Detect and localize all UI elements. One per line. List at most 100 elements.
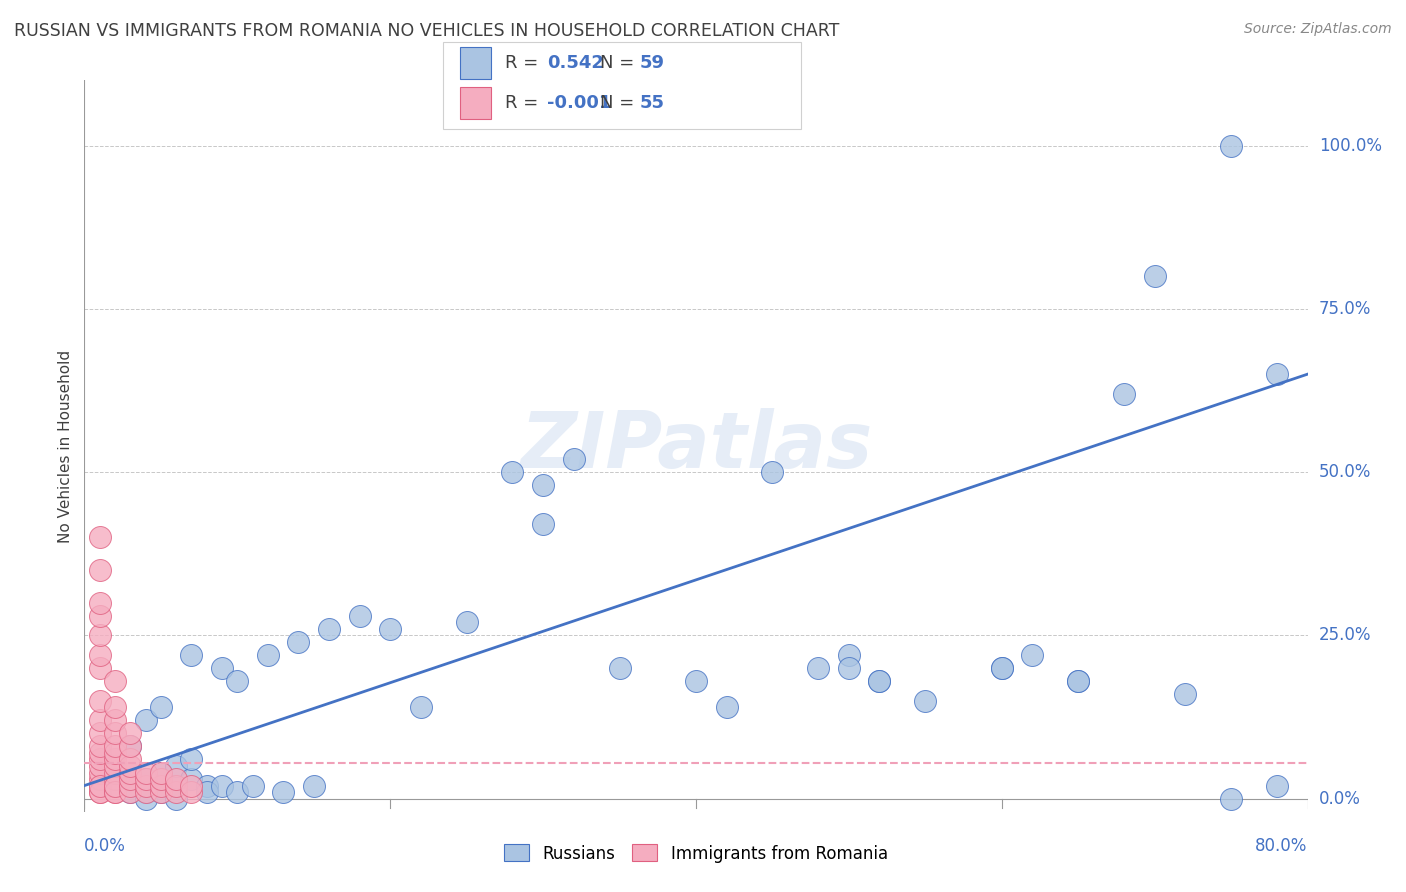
- Point: [104, 779, 127, 793]
- Point: [104, 752, 127, 766]
- Text: N =: N =: [600, 54, 640, 71]
- Point: [257, 648, 280, 662]
- Point: [914, 694, 936, 708]
- Text: 0.0%: 0.0%: [1319, 789, 1361, 807]
- Point: [89, 765, 111, 780]
- Point: [104, 765, 127, 780]
- Point: [318, 622, 340, 636]
- Text: 25.0%: 25.0%: [1319, 626, 1371, 644]
- Point: [165, 772, 187, 786]
- Point: [104, 700, 127, 714]
- Point: [120, 759, 142, 773]
- Point: [1220, 138, 1243, 153]
- Point: [165, 779, 187, 793]
- Point: [135, 779, 157, 793]
- Point: [135, 772, 157, 786]
- Point: [89, 628, 111, 642]
- Point: [89, 714, 111, 728]
- Point: [685, 674, 707, 689]
- Point: [89, 759, 111, 773]
- Point: [838, 648, 860, 662]
- Point: [104, 779, 127, 793]
- Point: [104, 714, 127, 728]
- Point: [1021, 648, 1043, 662]
- Point: [195, 785, 218, 799]
- Point: [120, 785, 142, 799]
- Point: [869, 674, 891, 689]
- Point: [89, 739, 111, 754]
- Point: [838, 661, 860, 675]
- Point: [165, 785, 187, 799]
- Point: [120, 772, 142, 786]
- Point: [226, 785, 249, 799]
- Point: [89, 661, 111, 675]
- Text: ZIPatlas: ZIPatlas: [520, 408, 872, 484]
- Point: [562, 452, 585, 467]
- Point: [135, 765, 157, 780]
- Point: [104, 772, 127, 786]
- Point: [1114, 386, 1136, 401]
- Point: [135, 772, 157, 786]
- Point: [1265, 779, 1288, 793]
- Text: 59: 59: [640, 54, 665, 71]
- Point: [89, 772, 111, 786]
- Point: [120, 779, 142, 793]
- Point: [104, 726, 127, 740]
- Text: 55: 55: [640, 94, 665, 112]
- Point: [242, 779, 264, 793]
- Point: [1143, 269, 1166, 284]
- Text: 100.0%: 100.0%: [1319, 136, 1382, 154]
- Point: [271, 785, 294, 799]
- Point: [120, 785, 142, 799]
- Point: [1220, 791, 1243, 805]
- Point: [104, 746, 127, 760]
- Point: [135, 791, 157, 805]
- Point: [1067, 674, 1090, 689]
- Point: [120, 739, 142, 754]
- Point: [104, 785, 127, 799]
- Point: [89, 563, 111, 577]
- Point: [869, 674, 891, 689]
- Point: [609, 661, 631, 675]
- Text: R =: R =: [505, 54, 544, 71]
- Point: [211, 779, 233, 793]
- Point: [120, 752, 142, 766]
- Point: [211, 661, 233, 675]
- Point: [120, 739, 142, 754]
- Point: [120, 726, 142, 740]
- Point: [89, 746, 111, 760]
- Point: [120, 765, 142, 780]
- Point: [149, 772, 172, 786]
- Point: [89, 726, 111, 740]
- Text: 50.0%: 50.0%: [1319, 463, 1371, 481]
- Point: [89, 752, 111, 766]
- Point: [89, 785, 111, 799]
- Text: N =: N =: [600, 94, 640, 112]
- Point: [991, 661, 1014, 675]
- Point: [380, 622, 402, 636]
- Point: [1265, 367, 1288, 381]
- Point: [149, 785, 172, 799]
- Point: [1067, 674, 1090, 689]
- Point: [104, 785, 127, 799]
- Point: [502, 465, 524, 479]
- Point: [349, 608, 371, 623]
- Point: [89, 779, 111, 793]
- Point: [120, 779, 142, 793]
- Point: [104, 759, 127, 773]
- Point: [226, 674, 249, 689]
- Text: 0.0%: 0.0%: [84, 837, 127, 855]
- Point: [149, 765, 172, 780]
- Point: [456, 615, 478, 630]
- Point: [149, 765, 172, 780]
- Legend: Russians, Immigrants from Romania: Russians, Immigrants from Romania: [498, 838, 894, 869]
- Point: [149, 700, 172, 714]
- Point: [991, 661, 1014, 675]
- Point: [149, 779, 172, 793]
- Point: [89, 530, 111, 544]
- Point: [531, 517, 554, 532]
- Point: [287, 635, 309, 649]
- Point: [180, 779, 202, 793]
- Text: 0.542: 0.542: [547, 54, 603, 71]
- Point: [89, 608, 111, 623]
